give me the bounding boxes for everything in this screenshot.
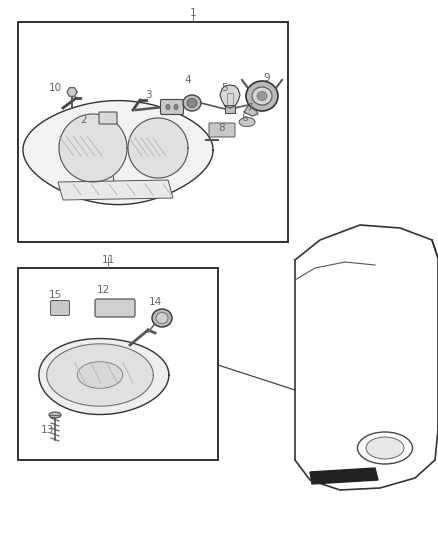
- Ellipse shape: [174, 104, 178, 109]
- Text: 5: 5: [222, 83, 228, 93]
- Text: 11: 11: [101, 255, 115, 265]
- Ellipse shape: [152, 309, 172, 327]
- Text: 4: 4: [185, 75, 191, 85]
- FancyBboxPatch shape: [50, 301, 70, 316]
- Ellipse shape: [252, 87, 272, 105]
- Bar: [18, 22, 288, 242]
- Text: 12: 12: [96, 285, 110, 295]
- Text: 1: 1: [190, 8, 196, 18]
- Polygon shape: [23, 101, 213, 205]
- Text: 3: 3: [145, 90, 151, 100]
- Bar: [18, 268, 218, 460]
- Ellipse shape: [257, 92, 267, 101]
- Polygon shape: [310, 468, 378, 484]
- Text: 9: 9: [264, 73, 270, 83]
- Polygon shape: [220, 85, 240, 108]
- Polygon shape: [244, 106, 258, 116]
- Ellipse shape: [187, 99, 197, 108]
- Polygon shape: [128, 118, 188, 178]
- Text: 15: 15: [48, 290, 62, 300]
- FancyBboxPatch shape: [225, 105, 235, 113]
- FancyBboxPatch shape: [95, 299, 135, 317]
- Ellipse shape: [246, 81, 278, 111]
- Text: 14: 14: [148, 297, 162, 307]
- Polygon shape: [59, 114, 127, 182]
- Text: 2: 2: [81, 115, 87, 125]
- Ellipse shape: [156, 312, 168, 324]
- Text: 6: 6: [242, 113, 248, 123]
- Ellipse shape: [183, 95, 201, 111]
- Ellipse shape: [77, 362, 123, 389]
- Text: 7: 7: [246, 103, 252, 113]
- Polygon shape: [58, 180, 173, 200]
- Text: 13: 13: [40, 425, 53, 435]
- FancyBboxPatch shape: [209, 123, 235, 137]
- Ellipse shape: [366, 437, 404, 459]
- FancyBboxPatch shape: [160, 100, 184, 115]
- Ellipse shape: [357, 432, 413, 464]
- Text: 8: 8: [219, 123, 225, 133]
- FancyBboxPatch shape: [99, 112, 117, 124]
- Ellipse shape: [239, 117, 255, 126]
- Polygon shape: [39, 338, 169, 415]
- Polygon shape: [67, 87, 77, 96]
- Polygon shape: [47, 344, 153, 406]
- Ellipse shape: [49, 412, 61, 418]
- Text: 10: 10: [49, 83, 62, 93]
- Ellipse shape: [166, 104, 170, 109]
